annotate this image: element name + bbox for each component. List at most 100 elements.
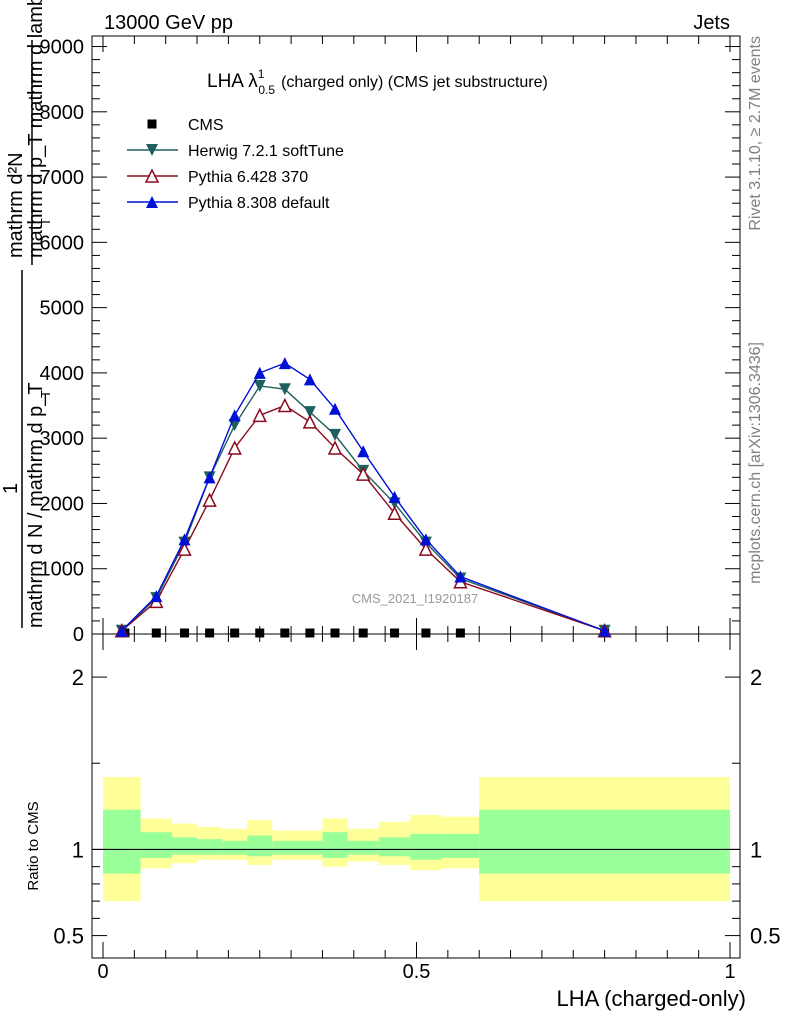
jets-label: Jets: [693, 12, 730, 34]
series-0-point-4: [230, 628, 240, 638]
ylabel-t-subscript-2: T: [38, 390, 53, 398]
ratio-band-inner-0: [103, 809, 141, 874]
x-axis-label: LHA (charged-only): [556, 986, 746, 1011]
series-2-point-5: [252, 407, 267, 423]
ylabel-numerator: mathrm d²N: [5, 152, 27, 258]
main-ytick-label-8: 8000: [40, 102, 85, 124]
series-2-point-10: [387, 505, 402, 520]
main-ytick-label-7: 7000: [40, 167, 85, 189]
ratio-ytick-label-right-1: 1: [750, 837, 762, 862]
series-3-point-9: [357, 445, 370, 458]
series-2-point-9: [355, 466, 371, 481]
ratio-band-inner-6: [272, 840, 323, 855]
series-line-3: [121, 362, 605, 632]
ratio-band-inner-9: [378, 837, 411, 857]
ratio-xtick-label-1: 0.5: [403, 961, 431, 983]
plot-title: LHA λ1 0.5 (charged only) (CMS jet substru…: [207, 67, 548, 97]
main-ytick-label-5: 5000: [40, 298, 85, 320]
series-3-point-2: [178, 533, 191, 546]
series-2-point-6: [277, 397, 293, 413]
main-ytick-label-3: 3000: [40, 428, 85, 450]
series-1-point-8: [328, 428, 341, 441]
analysis-watermark: CMS_2021_I1920187: [352, 591, 479, 606]
ratio-band-inner-2: [171, 837, 198, 855]
mcplots-label: mcplots.cern.ch [arXiv:1306.3436]: [747, 342, 764, 584]
main-ytick-label-9: 9000: [40, 37, 85, 59]
ratio-band-inner-4: [222, 840, 248, 855]
series-2-point-4: [227, 440, 242, 455]
main-ytick-label-0: 0: [73, 624, 84, 646]
main-ytick-label-6: 6000: [40, 232, 85, 254]
series-1-point-5: [253, 379, 266, 392]
series-line-2: [121, 404, 605, 632]
series-3-point-10: [388, 490, 401, 503]
series-2-point-11: [418, 541, 434, 556]
legend-marker-1: [146, 144, 158, 156]
ratio-ytick-label-right-2: 2: [750, 665, 762, 690]
series-2-point-7: [302, 414, 318, 429]
ylabel-fraction-denominator: mathrm d N / mathrm d p_T: [25, 382, 47, 628]
series-2-point-8: [327, 440, 343, 455]
plot-title-main: LHA λ: [207, 71, 258, 92]
plot-title-sup: 1: [258, 67, 265, 81]
ratio-band-inner-8: [347, 840, 379, 855]
series-3-point-5: [253, 366, 266, 379]
series-0-point-10: [390, 628, 400, 638]
ratio-band-inner-12: [479, 809, 730, 874]
main-ytick-label-2: 2000: [40, 493, 85, 515]
ratio-xtick-label-0: 0: [97, 961, 108, 983]
rivet-version-label: Rivet 3.1.10, ≥ 2.7M events: [747, 36, 764, 231]
series-3-point-12: [454, 570, 467, 583]
plot-title-sub: 0.5: [258, 83, 275, 97]
series-3-point-8: [328, 402, 341, 415]
legend-label-0: CMS: [188, 117, 224, 134]
series-line-1: [121, 385, 605, 632]
ratio-bands: [103, 777, 730, 902]
series-3-point-1: [150, 590, 163, 603]
series-0-point-12: [455, 628, 465, 638]
ylabel-denominator: mathrm d p_T mathrm d lambda: [25, 0, 47, 258]
series-0-point-6: [280, 628, 290, 638]
series-2-point-2: [177, 541, 192, 556]
series-0-point-3: [205, 628, 215, 638]
ratio-ytick-label-1: 1: [72, 837, 84, 862]
series-0-point-1: [151, 628, 161, 638]
series-0-point-2: [180, 628, 190, 638]
series-0-point-8: [330, 628, 340, 638]
legend-marker-3: [146, 196, 158, 208]
series-1-point-7: [303, 406, 316, 419]
main-ytick-label-1: 1000: [40, 559, 85, 581]
ratio-band-inner-3: [197, 839, 223, 855]
ratio-y-axis-label: Ratio to CMS: [25, 801, 42, 890]
series-3-point-7: [303, 373, 316, 386]
series-3-point-6: [278, 357, 291, 370]
series-3-point-13: [598, 624, 611, 637]
ratio-band-inner-7: [322, 832, 348, 859]
legend: CMS Herwig 7.2.1 softTune Pythia 6.428 370…: [127, 117, 344, 212]
main-ytick-label-4: 4000: [40, 363, 85, 385]
ratio-axis-ticks: 0.5 0.5 1 1 2 2 0 0.5 1: [53, 634, 781, 983]
ratio-band-inner-11: [441, 833, 480, 859]
series-3-point-11: [419, 533, 432, 546]
series-2-point-3: [202, 492, 217, 507]
ratio-band-inner-10: [410, 833, 442, 860]
ratio-ytick-label-2: 2: [72, 665, 84, 690]
series-3-point-0: [115, 624, 128, 637]
series-0-point-11: [421, 628, 431, 638]
series-1-point-6: [278, 383, 291, 396]
series-2: [114, 397, 612, 638]
energy-label: 13000 GeV pp: [104, 12, 233, 34]
ratio-band-inner-5: [247, 835, 273, 857]
ratio-ytick-label-0: 0.5: [53, 924, 84, 949]
ratio-ytick-label-right-0: 0.5: [750, 924, 781, 949]
series-3-point-3: [203, 471, 216, 484]
legend-marker-2: [144, 168, 160, 183]
main-axis-ticks: 0 1000 2000 3000 4000 5000 6000 7000 8000 9000: [40, 36, 740, 646]
ratio-xtick-label-2: 1: [724, 961, 735, 983]
legend-label-3: Pythia 8.308 default: [188, 195, 330, 212]
series-0: [120, 628, 610, 638]
main-y-axis-label: mathrm d²N mathrm d p_T mathrm d lambda …: [0, 0, 53, 628]
series-0-point-5: [255, 628, 265, 638]
